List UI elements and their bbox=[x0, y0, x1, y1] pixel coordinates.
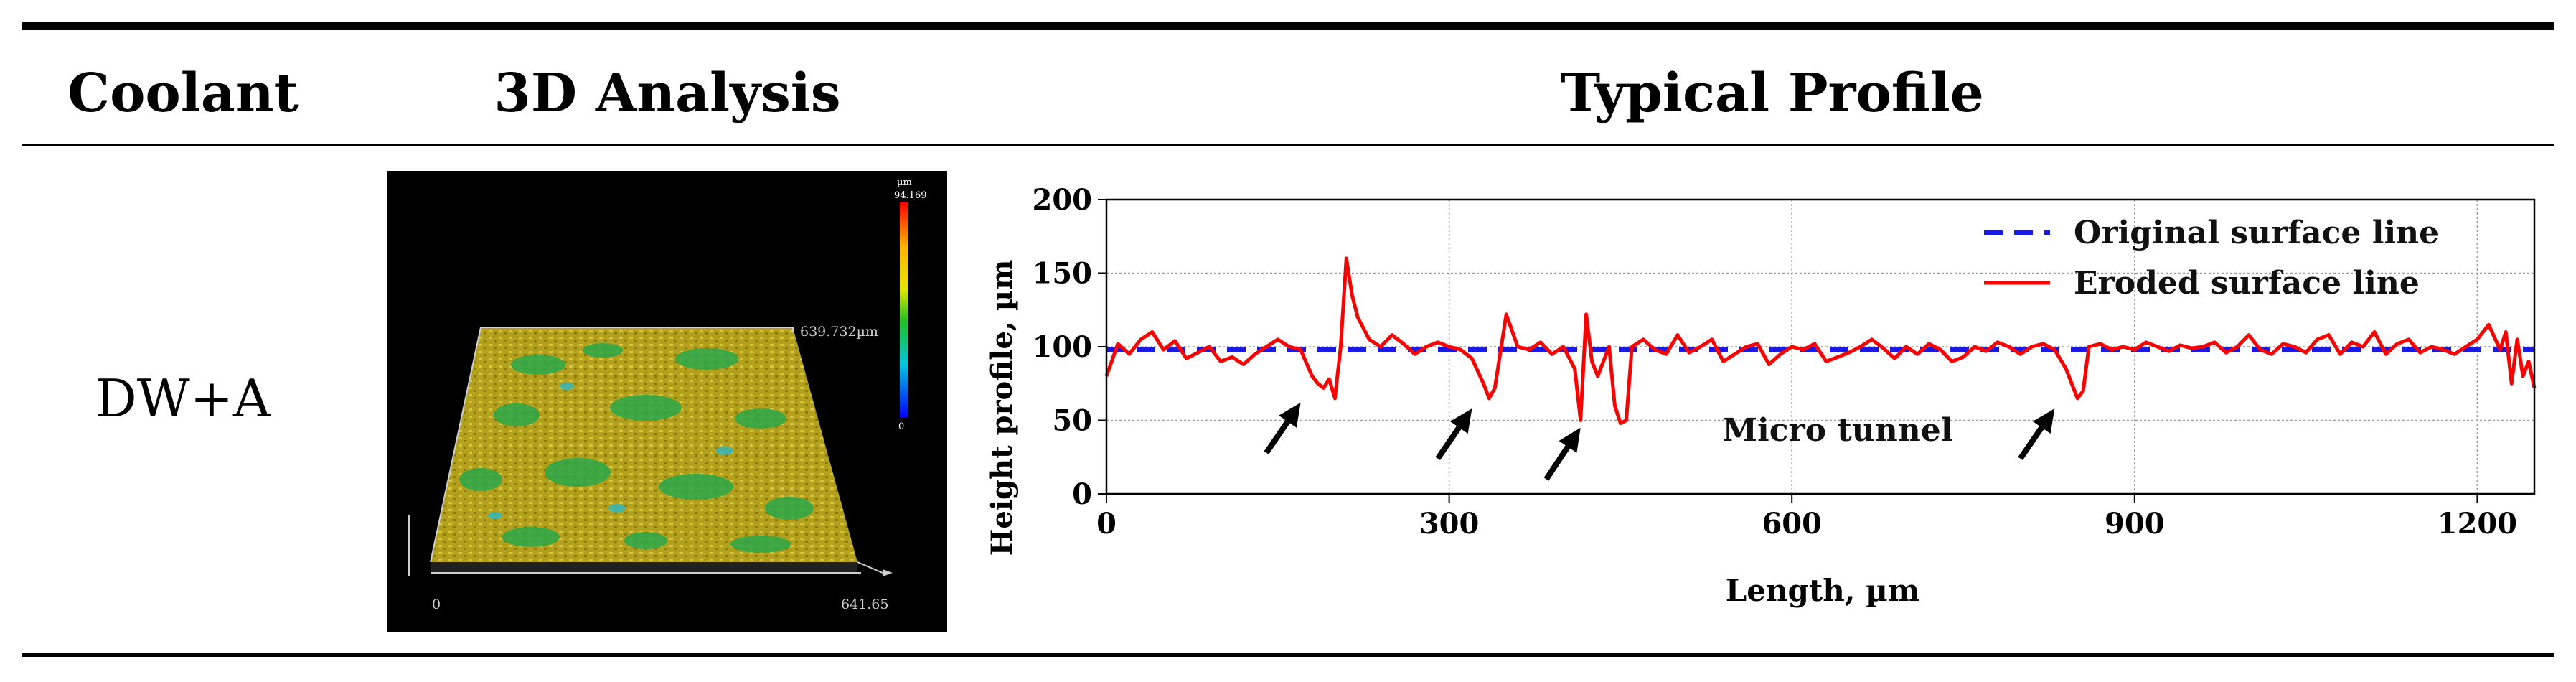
chart-x-axis-label: Length, µm bbox=[1726, 573, 1920, 608]
arrow-head-1 bbox=[1279, 402, 1301, 428]
3d-colorbar-unit: µm bbox=[897, 177, 912, 188]
3d-base-dark-band bbox=[431, 562, 857, 572]
3d-green-patches bbox=[459, 343, 814, 553]
header-divider-rule bbox=[22, 144, 2554, 146]
arrow-shaft-1 bbox=[1264, 420, 1290, 454]
annotation-micro-tunnel: Micro tunnel bbox=[1722, 412, 1952, 449]
3d-frame bbox=[408, 327, 883, 576]
arrow-head-2 bbox=[1450, 408, 1472, 434]
arrow-shaft-2 bbox=[1435, 426, 1462, 461]
3d-analysis-image: 639.732µm 0 641.65 µm 94.169 0 bbox=[387, 171, 947, 632]
3d-y-extent-label: 639.732µm bbox=[800, 324, 878, 340]
arrow-shaft-3 bbox=[1543, 445, 1571, 481]
3d-x-start-label: 0 bbox=[432, 597, 441, 612]
y-tick-label-0: 0 bbox=[1072, 477, 1092, 511]
table-bottom-rule bbox=[22, 653, 2554, 657]
legend-label-2: Eroded surface line bbox=[2074, 265, 2420, 302]
series-eroded-surface-line bbox=[1104, 256, 2537, 426]
x-tick-label-0: 0 bbox=[1096, 507, 1117, 541]
x-tick-label-900: 900 bbox=[2105, 507, 2165, 541]
3d-x-end-label: 641.65 bbox=[841, 597, 888, 612]
header-coolant: Coolant bbox=[67, 62, 299, 124]
x-tick-label-300: 300 bbox=[1419, 507, 1480, 541]
3d-colorbar-min: 0 bbox=[898, 421, 904, 432]
legend-label-1: Original surface line bbox=[2074, 215, 2439, 251]
arrow-shaft-4 bbox=[2018, 426, 2044, 461]
arrow-head-4 bbox=[2032, 408, 2055, 434]
coolant-value: DW+A bbox=[95, 368, 271, 429]
arrow-head-3 bbox=[1559, 427, 1581, 453]
3d-surface bbox=[431, 327, 857, 562]
table-top-rule bbox=[22, 22, 2554, 30]
y-tick-label-200: 200 bbox=[1033, 183, 1093, 217]
3d-colorbar bbox=[900, 202, 908, 418]
y-tick-label-100: 100 bbox=[1033, 330, 1093, 364]
chart-axes: 0 300 600 900 1200 0 50 100 150 200 bbox=[1033, 183, 2536, 541]
chart-legend: Original surface line Eroded surface line bbox=[1984, 215, 2439, 302]
x-tick-label-600: 600 bbox=[1762, 507, 1822, 541]
y-tick-label-50: 50 bbox=[1052, 404, 1092, 438]
3d-cyan-spots bbox=[488, 383, 733, 519]
3d-x-axis-arrowhead bbox=[883, 569, 893, 576]
header-3d-analysis: 3D Analysis bbox=[494, 62, 841, 124]
3d-colorbar-max: 94.169 bbox=[894, 190, 927, 201]
chart-series bbox=[1104, 256, 2537, 426]
x-tick-label-1200: 1200 bbox=[2438, 507, 2517, 541]
chart-annotations: Micro tunnel bbox=[1264, 402, 2055, 481]
chart-y-axis-label: Height profile, µm bbox=[985, 260, 1019, 556]
header-typical-profile: Typical Profile bbox=[1561, 62, 1984, 124]
y-tick-label-150: 150 bbox=[1033, 257, 1093, 291]
